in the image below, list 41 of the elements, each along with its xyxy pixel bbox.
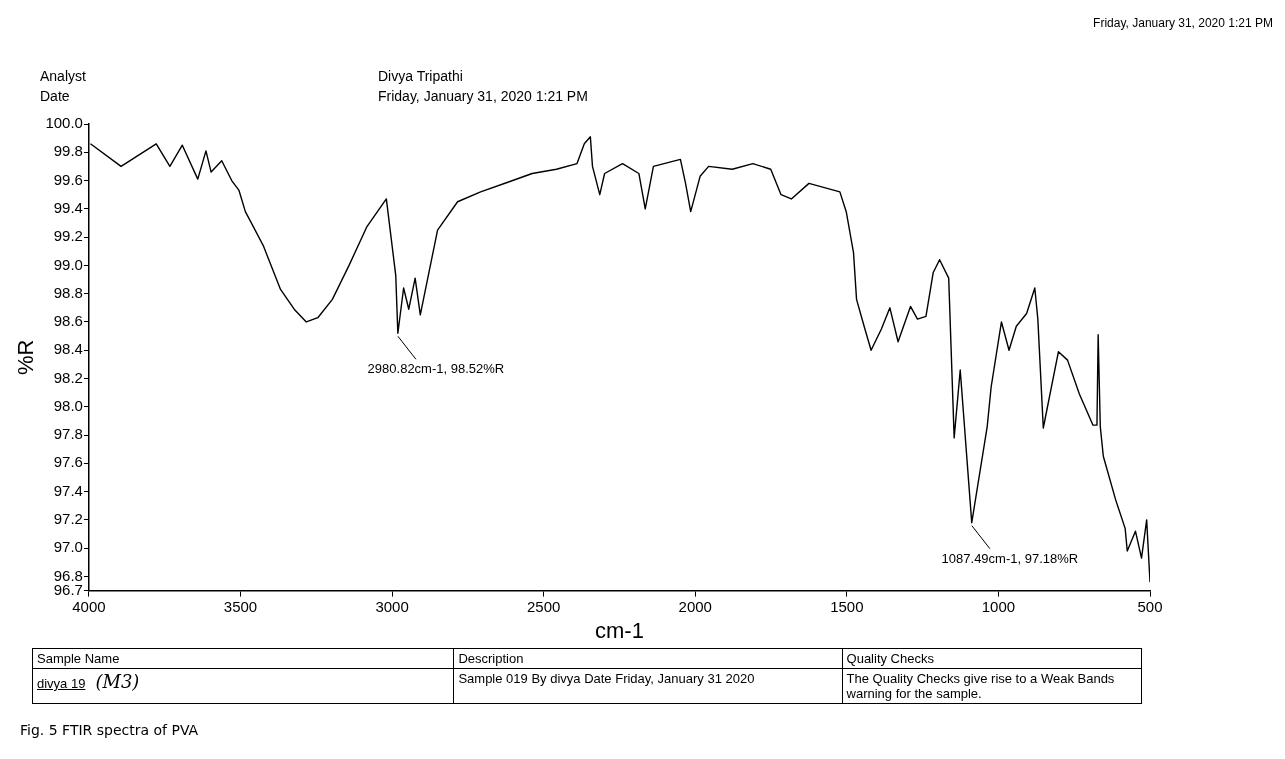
x-tick-label: 3500: [223, 597, 258, 615]
y-tick-label: 99.6: [53, 170, 83, 188]
y-tick-label: 99.8: [53, 142, 83, 160]
x-tick-label: 1000: [981, 597, 1016, 615]
text: Quality Checks: [842, 648, 1142, 669]
y-tick-label: 98.4: [53, 340, 83, 358]
y-tick-label: 98.0: [53, 396, 83, 414]
annotation: 2980.82cm-1, 98.52%R: [367, 361, 505, 377]
x-tick-label: 4000: [72, 597, 106, 615]
x-axis-title: cm-1: [595, 617, 644, 643]
text: The Quality Checks give rise to a Weak Bands warning for the sample.: [842, 668, 1142, 704]
y-tick-label: 98.2: [53, 368, 83, 386]
text: Friday, January 31, 2020 1:21 PM: [378, 88, 588, 104]
y-tick-label: 97.0: [53, 538, 83, 556]
y-tick-label: 100.0: [45, 114, 83, 132]
text: Divya Tripathi: [378, 68, 463, 84]
y-tick-label: 98.8: [53, 283, 83, 301]
x-tick-label: 3000: [375, 597, 409, 615]
annotation: 1087.49cm-1, 97.18%R: [941, 550, 1079, 566]
text: (M3): [95, 671, 140, 692]
text: Sample 019 By divya Date Friday, January 31 2020: [453, 668, 843, 704]
y-tick-label: 97.8: [53, 425, 83, 443]
text: divya 19: [37, 676, 86, 691]
y-tick-label: 99.2: [53, 227, 83, 245]
x-tick-label: 1500: [830, 597, 864, 615]
y-tick-label: 97.6: [53, 453, 83, 471]
y-tick-label: 97.4: [53, 481, 83, 499]
text: Friday, January 31, 2020 1:21 PM: [1093, 16, 1273, 30]
text: Description: [453, 648, 843, 669]
y-axis-title: %R: [13, 339, 39, 376]
text: Sample Name: [32, 648, 454, 669]
x-tick-label: 2500: [526, 597, 561, 615]
text: Date: [40, 88, 70, 104]
text: Analyst: [40, 68, 86, 84]
x-tick-label: 500: [1137, 597, 1163, 615]
caption: Fig. 5 FTIR spectra of PVA: [20, 722, 199, 738]
x-tick-label: 2000: [678, 597, 712, 615]
y-tick-label: 98.6: [53, 312, 83, 330]
y-tick-label: 99.0: [53, 255, 83, 273]
y-tick-label: 97.2: [53, 510, 83, 528]
y-tick-label: 99.4: [53, 198, 83, 216]
